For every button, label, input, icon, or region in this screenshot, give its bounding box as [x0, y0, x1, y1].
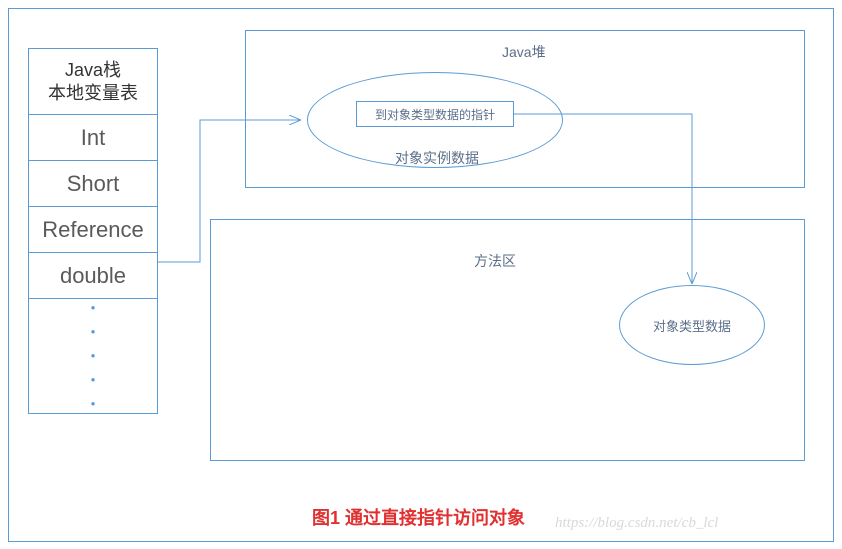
pointer-box: 到对象类型数据的指针: [356, 101, 514, 127]
type-ellipse-text: 对象类型数据: [653, 316, 731, 335]
stack-row-int: Int: [28, 115, 158, 161]
stack-row-label: Short: [67, 170, 120, 198]
instance-label: 对象实例数据: [395, 148, 479, 168]
stack-header-text: Java栈本地变量表: [48, 59, 138, 104]
watermark: https://blog.csdn.net/cb_lcl: [555, 515, 718, 532]
stack-row-label: double: [60, 262, 126, 290]
stack-row-label: Reference: [42, 216, 144, 244]
method-area-label: 方法区: [474, 251, 516, 271]
stack-header: Java栈本地变量表: [28, 49, 158, 115]
stack-row-short: Short: [28, 161, 158, 207]
stack-row-double: double: [28, 253, 158, 299]
stack-dots: ●●●●●: [28, 299, 158, 414]
type-ellipse: 对象类型数据: [619, 285, 765, 365]
stack-row-reference: Reference: [28, 207, 158, 253]
heap-label: Java堆: [502, 42, 546, 62]
pointer-box-text: 到对象类型数据的指针: [375, 106, 495, 123]
stack-table: Java栈本地变量表 Int Short Reference double ●●…: [28, 48, 158, 414]
figure-caption: 图1 通过直接指针访问对象: [312, 504, 525, 530]
stack-row-label: Int: [81, 124, 105, 152]
